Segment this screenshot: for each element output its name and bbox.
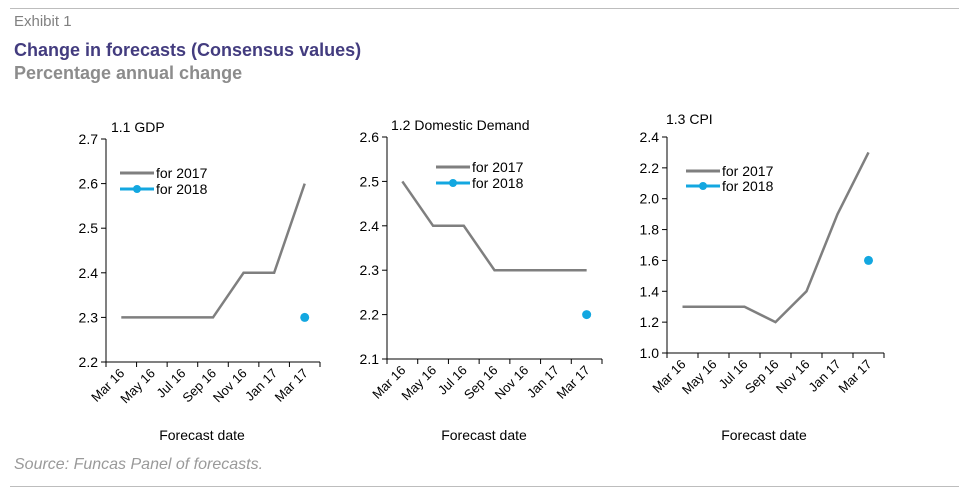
y-tick-label: 2.2 [79, 354, 99, 370]
x-tick-label: May 16 [679, 357, 720, 398]
page-title: Change in forecasts (Consensus values) [14, 40, 362, 60]
legend-marker-2018 [699, 182, 707, 190]
y-tick-label: 2.1 [360, 351, 380, 367]
series-line-2017 [682, 151, 870, 324]
y-tick-label: 2.4 [360, 218, 380, 234]
y-tick-label: 2.3 [79, 309, 99, 325]
legend-label-2017: for 2017 [472, 159, 524, 175]
y-tick-label: 1.0 [640, 345, 660, 361]
legend-label-2018: for 2018 [722, 178, 774, 194]
legend-marker-2018 [133, 185, 141, 193]
y-tick-label: 2.4 [640, 129, 660, 145]
y-tick-label: 2.6 [79, 176, 99, 192]
x-axis-title: Forecast date [159, 427, 245, 443]
y-tick-label: 1.8 [640, 222, 660, 238]
x-tick-label: Sep 16 [742, 357, 782, 397]
series-point-2018 [300, 312, 310, 322]
x-tick-label: Sep 16 [461, 363, 501, 403]
y-tick-label: 2.4 [79, 265, 99, 281]
panel-title: 1.3 CPI [666, 111, 713, 127]
y-tick-label: 2.5 [360, 173, 380, 189]
series-line-2017 [121, 183, 306, 319]
x-tick-label: Mar 17 [835, 357, 874, 396]
y-tick-label: 1.2 [640, 314, 660, 330]
y-tick-label: 2.3 [360, 262, 380, 278]
legend-label-2018: for 2018 [156, 181, 208, 197]
y-tick-label: 2.0 [640, 191, 660, 207]
x-tick-label: May 16 [117, 366, 158, 407]
legend-marker-2018 [449, 179, 457, 187]
y-tick-label: 2.5 [79, 220, 99, 236]
series-point-2018 [582, 310, 592, 320]
x-tick-label: Sep 16 [179, 366, 219, 406]
source-note: Source: Funcas Panel of forecasts. [14, 456, 264, 473]
page-subtitle: Percentage annual change [14, 63, 243, 83]
y-tick-label: 2.7 [79, 131, 99, 147]
panel-title: 1.1 GDP [111, 119, 165, 135]
series-point-2018 [864, 255, 873, 265]
bottom-rule [10, 486, 959, 487]
x-axis-title: Forecast date [441, 427, 527, 443]
y-tick-label: 1.4 [640, 283, 660, 299]
y-tick-label: 2.6 [360, 129, 380, 145]
y-tick-label: 2.2 [360, 307, 380, 323]
panel-title: 1.2 Domestic Demand [391, 117, 530, 133]
legend-label-2017: for 2017 [722, 163, 774, 179]
x-tick-label: Nov 16 [492, 363, 532, 403]
x-tick-label: Nov 16 [210, 366, 250, 406]
legend-label-2018: for 2018 [472, 175, 524, 191]
y-tick-label: 2.2 [640, 160, 660, 176]
x-tick-label: Nov 16 [773, 357, 813, 397]
exhibit-label: Exhibit 1 [14, 13, 72, 30]
x-tick-label: May 16 [398, 363, 439, 404]
y-tick-label: 1.6 [640, 252, 660, 268]
x-axis-title: Forecast date [721, 427, 807, 443]
x-tick-label: Mar 17 [272, 366, 311, 405]
x-tick-label: Mar 17 [554, 363, 593, 402]
series-line-2017 [401, 180, 587, 272]
top-rule [10, 8, 959, 9]
legend-label-2017: for 2017 [156, 165, 208, 181]
